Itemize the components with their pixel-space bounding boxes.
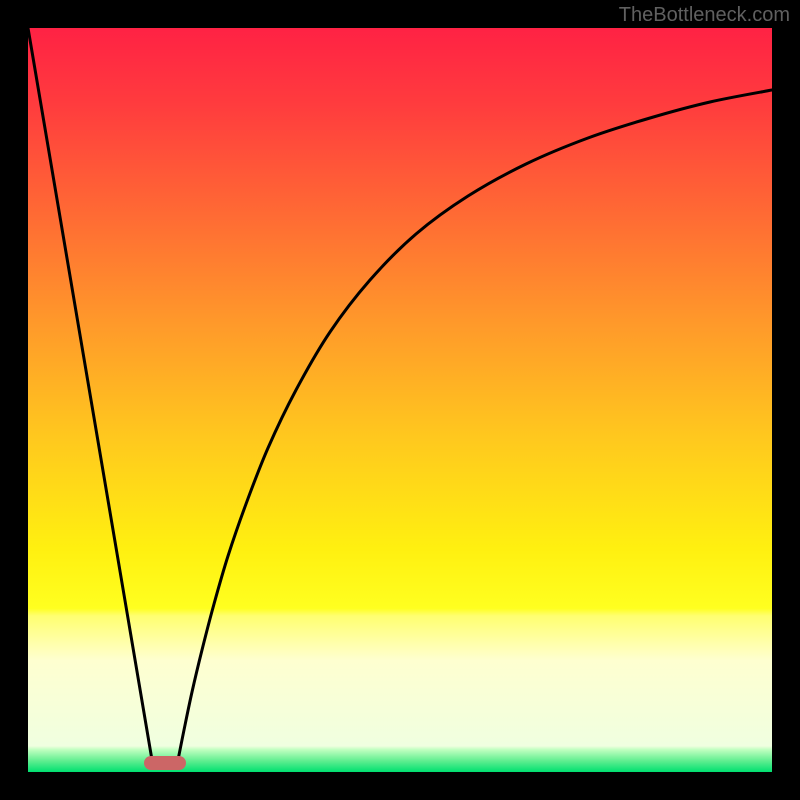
chart-container: TheBottleneck.com bbox=[0, 0, 800, 800]
bottleneck-marker bbox=[144, 756, 186, 770]
watermark-text: TheBottleneck.com bbox=[619, 4, 790, 27]
plot-area bbox=[28, 28, 772, 772]
curve-overlay bbox=[28, 28, 772, 772]
